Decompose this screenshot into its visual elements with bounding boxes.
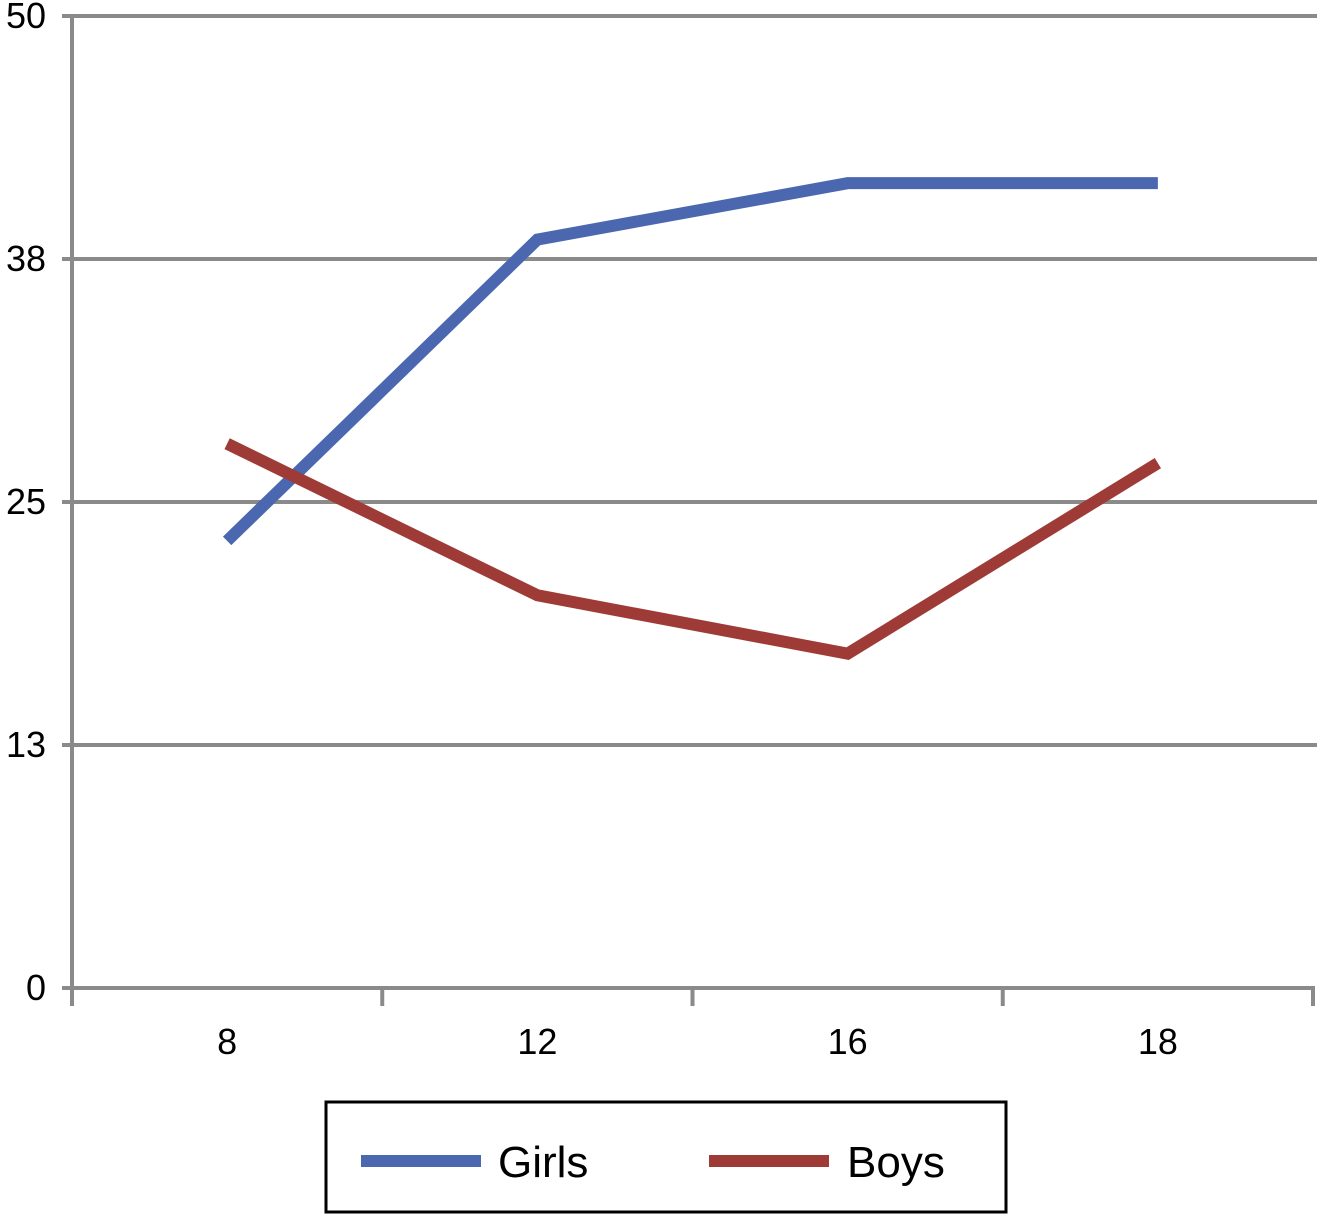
series-line-girls xyxy=(222,177,1158,546)
gridlines xyxy=(72,14,1317,747)
y-tick-label: 25 xyxy=(6,481,46,522)
x-tick-label: 18 xyxy=(1138,1021,1178,1062)
y-tick-label: 13 xyxy=(6,724,46,765)
series-line-boys xyxy=(224,438,1162,660)
legend-label-boys: Boys xyxy=(847,1138,945,1187)
x-tick-label: 16 xyxy=(828,1021,868,1062)
legend-label-girls: Girls xyxy=(498,1138,588,1187)
y-axis-ticks: 0 13 25 38 50 xyxy=(6,0,72,1008)
y-tick-label: 50 xyxy=(6,0,46,36)
x-tick-label: 8 xyxy=(217,1021,237,1062)
x-axis-ticks: 8 12 16 18 xyxy=(70,988,1315,1062)
y-tick-label: 38 xyxy=(6,238,46,279)
x-tick-label: 12 xyxy=(517,1021,557,1062)
series-lines xyxy=(222,177,1162,660)
legend: Girls Boys xyxy=(324,1100,1008,1214)
y-tick-label: 0 xyxy=(26,967,46,1008)
